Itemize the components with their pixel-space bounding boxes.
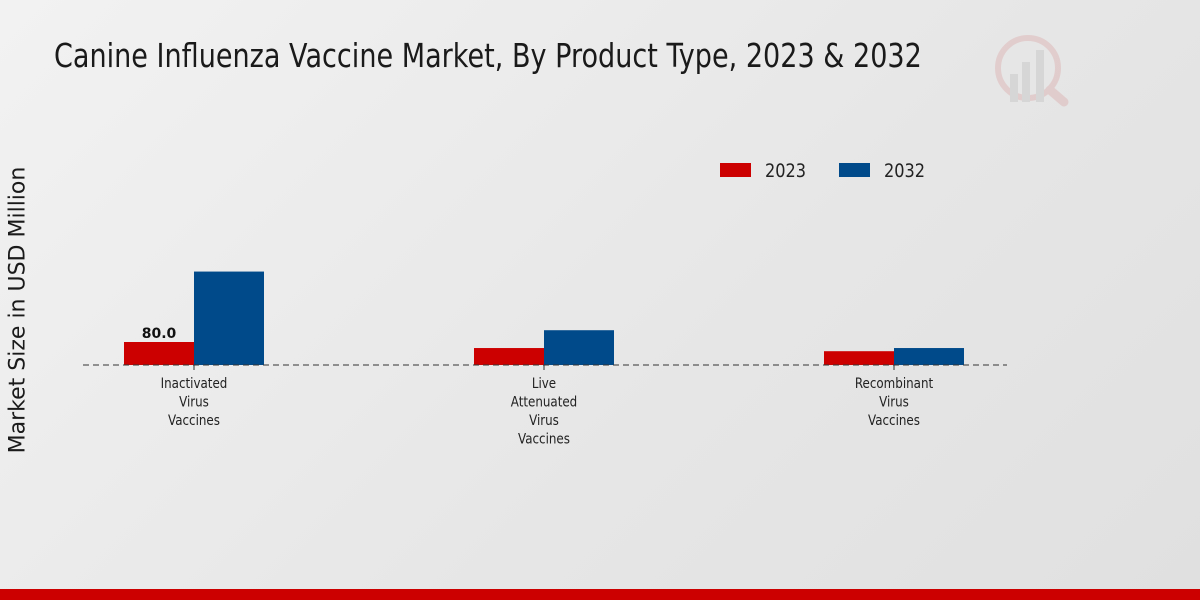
bar-2023-1 xyxy=(474,348,544,365)
legend-swatch-2032 xyxy=(839,163,870,177)
bar-2032-2 xyxy=(894,348,964,365)
data-label: 80.0 xyxy=(142,326,177,342)
x-tick-label: Virus xyxy=(529,413,559,429)
bar-2032-1 xyxy=(544,330,614,365)
x-tick-label: Virus xyxy=(879,395,909,411)
x-tick-label: Vaccines xyxy=(518,432,570,448)
legend-swatch-2023 xyxy=(720,163,751,177)
x-tick-label: Live xyxy=(532,376,556,392)
bar-2023-2 xyxy=(824,351,894,365)
x-tick-label: Recombinant xyxy=(855,376,933,392)
x-tick-label: Vaccines xyxy=(168,413,220,429)
x-tick-label: Virus xyxy=(179,395,209,411)
bar-2032-0 xyxy=(194,271,264,365)
footer-bar xyxy=(0,589,1200,600)
x-tick-label: Vaccines xyxy=(868,413,920,429)
legend-label-2023: 2023 xyxy=(765,161,806,183)
x-tick-label: Inactivated xyxy=(161,376,228,392)
watermark-logo xyxy=(995,35,1069,107)
chart-title: Canine Influenza Vaccine Market, By Prod… xyxy=(54,36,922,75)
bar-2023-0 xyxy=(124,342,194,365)
legend-label-2032: 2032 xyxy=(884,161,925,183)
x-tick-label: Attenuated xyxy=(511,395,577,411)
